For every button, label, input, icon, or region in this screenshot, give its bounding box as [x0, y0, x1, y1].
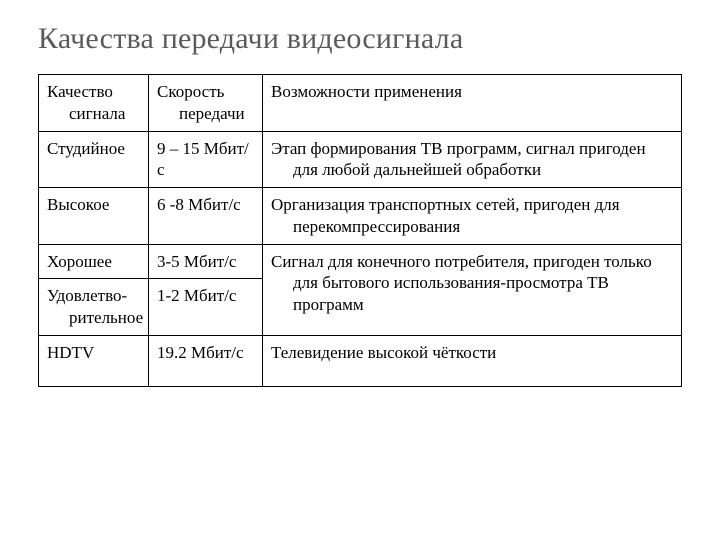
- cell-quality: Хорошее: [39, 244, 149, 279]
- cell-quality: Высокое: [39, 188, 149, 245]
- quality-l2: рительное: [69, 308, 143, 327]
- cell-quality: Удовлетво- рительное: [39, 279, 149, 336]
- header-quality-l1: Качество: [47, 82, 113, 101]
- usage-text: Телевидение высокой чёткости: [271, 343, 496, 362]
- table-row: Хорошее 3-5 Мбит/с Сигнал для конечного …: [39, 244, 682, 279]
- usage-line1: Этап формирования ТВ программ,: [271, 139, 522, 158]
- header-speed-l1: Скорость: [157, 82, 224, 101]
- quality-l1: Удовлетво-: [47, 286, 127, 305]
- header-quality: Качество сигнала: [39, 75, 149, 132]
- cell-usage-merged: Сигнал для конечного потребителя, пригод…: [263, 244, 682, 335]
- header-quality-l2: сигнала: [69, 104, 125, 123]
- quality-table: Качество сигнала Скорость передачи Возмо…: [38, 74, 682, 387]
- table-row: Студийное 9 – 15 Мбит/с Этап формировани…: [39, 131, 682, 188]
- slide-title: Качества передачи видеосигнала: [38, 22, 682, 56]
- cell-usage: Организация транспортных сетей, пригоден…: [263, 188, 682, 245]
- cell-usage: Этап формирования ТВ программ, сигнал пр…: [263, 131, 682, 188]
- table-row: Высокое 6 -8 Мбит/с Организация транспор…: [39, 188, 682, 245]
- cell-speed: 9 – 15 Мбит/с: [149, 131, 263, 188]
- cell-speed: 3-5 Мбит/с: [149, 244, 263, 279]
- usage-line1: Организация транспортных сетей,: [271, 195, 520, 214]
- cell-speed: 1-2 Мбит/с: [149, 279, 263, 336]
- slide: Качества передачи видеосигнала Качество …: [0, 0, 720, 540]
- table-row: HDTV 19.2 Мбит/с Телевидение высокой чёт…: [39, 335, 682, 386]
- usage-line1: Сигнал для конечного потребителя,: [271, 252, 529, 271]
- header-speed: Скорость передачи: [149, 75, 263, 132]
- header-speed-l2: передачи: [179, 104, 245, 123]
- cell-quality: HDTV: [39, 335, 149, 386]
- cell-speed: 19.2 Мбит/с: [149, 335, 263, 386]
- table-header-row: Качество сигнала Скорость передачи Возмо…: [39, 75, 682, 132]
- cell-quality: Студийное: [39, 131, 149, 188]
- cell-usage: Телевидение высокой чёткости: [263, 335, 682, 386]
- header-usage-text: Возможности применения: [271, 82, 462, 101]
- header-usage: Возможности применения: [263, 75, 682, 132]
- cell-speed: 6 -8 Мбит/с: [149, 188, 263, 245]
